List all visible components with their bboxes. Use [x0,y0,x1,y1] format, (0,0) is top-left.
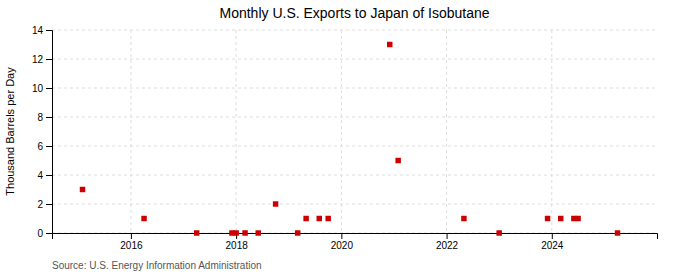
grid-line-y [52,117,657,118]
point [496,230,501,235]
grid-line-y [52,88,657,89]
point [615,230,620,235]
axis-line [53,234,658,240]
tick: 14 [32,25,52,36]
point [545,216,550,221]
chart-svg: 2016 2018 2020 2022 2024 0 2 4 6 8 10 12 14 Monthly U… [0,0,675,275]
tick-label: 12 [32,54,44,65]
tick-mark [46,59,52,60]
grid-line-x [130,30,131,233]
tick: 2020 [331,233,354,251]
tick-mark [341,233,342,239]
tick-mark [46,117,52,118]
point [317,216,322,221]
point [295,230,300,235]
tick: 4 [37,170,52,181]
tick: 2 [37,199,52,210]
tick-label: 8 [37,112,43,123]
point [395,158,400,163]
chart-container: 2016 2018 2020 2022 2024 0 2 4 6 8 10 12 14 Monthly U… [0,0,675,275]
y-axis-label: Thousand Barrels per Day [4,67,16,196]
grid-line-y [52,146,657,147]
tick-label: 2022 [436,240,459,251]
tick-label: 2 [37,199,43,210]
y-axis: 0 2 4 6 8 10 12 14 [32,25,53,239]
plot-area: 2016 2018 2020 2022 2024 0 2 4 6 8 10 12 14 [32,25,658,251]
grid [52,30,657,233]
grid-line-x [446,30,447,233]
tick: 12 [32,54,52,65]
grid-line-y [52,175,657,176]
tick-mark [46,175,52,176]
grid-line-y [52,30,657,31]
point [325,216,330,221]
title: Monthly U.S. Exports to Japan of Isobuta… [219,5,489,21]
point [273,201,278,206]
tick-label: 6 [37,141,43,152]
point [255,230,260,235]
tick-mark [447,233,448,239]
point [194,230,199,235]
grid-line-y [52,204,657,205]
tick: 2016 [120,233,143,251]
tick-label: 2018 [226,240,249,251]
grid-line-x [341,30,342,233]
point [141,216,146,221]
tick-mark [46,88,52,89]
tick: 8 [37,112,52,123]
tick-label: 2016 [120,240,143,251]
points [80,42,621,236]
tick-label: 10 [32,83,44,94]
tick: 6 [37,141,52,152]
point [387,42,392,47]
axis-line [46,31,53,234]
point [233,230,238,235]
tick-mark [46,204,52,205]
tick-mark [46,30,52,31]
tick: 2022 [436,233,459,251]
grid-line-x [551,30,552,233]
tick: 10 [32,83,52,94]
grid-line-y [52,59,657,60]
point [242,230,247,235]
point [80,187,85,192]
grid-line-x [236,30,237,233]
tick-label: 14 [32,25,44,36]
tick-mark [46,233,52,234]
tick: 0 [37,228,52,239]
tick-label: 4 [37,170,43,181]
point [461,216,466,221]
tick-label: 0 [37,228,43,239]
x-axis: 2016 2018 2020 2022 2024 [53,233,658,251]
tick-label: 2020 [331,240,354,251]
point [575,216,580,221]
tick-label: 2024 [541,240,564,251]
point [558,216,563,221]
point [303,216,308,221]
tick-mark [552,233,553,239]
tick-mark [46,146,52,147]
tick: 2024 [541,233,564,251]
annotation: Source: U.S. Energy Information Administ… [52,260,262,271]
tick-mark [131,233,132,239]
